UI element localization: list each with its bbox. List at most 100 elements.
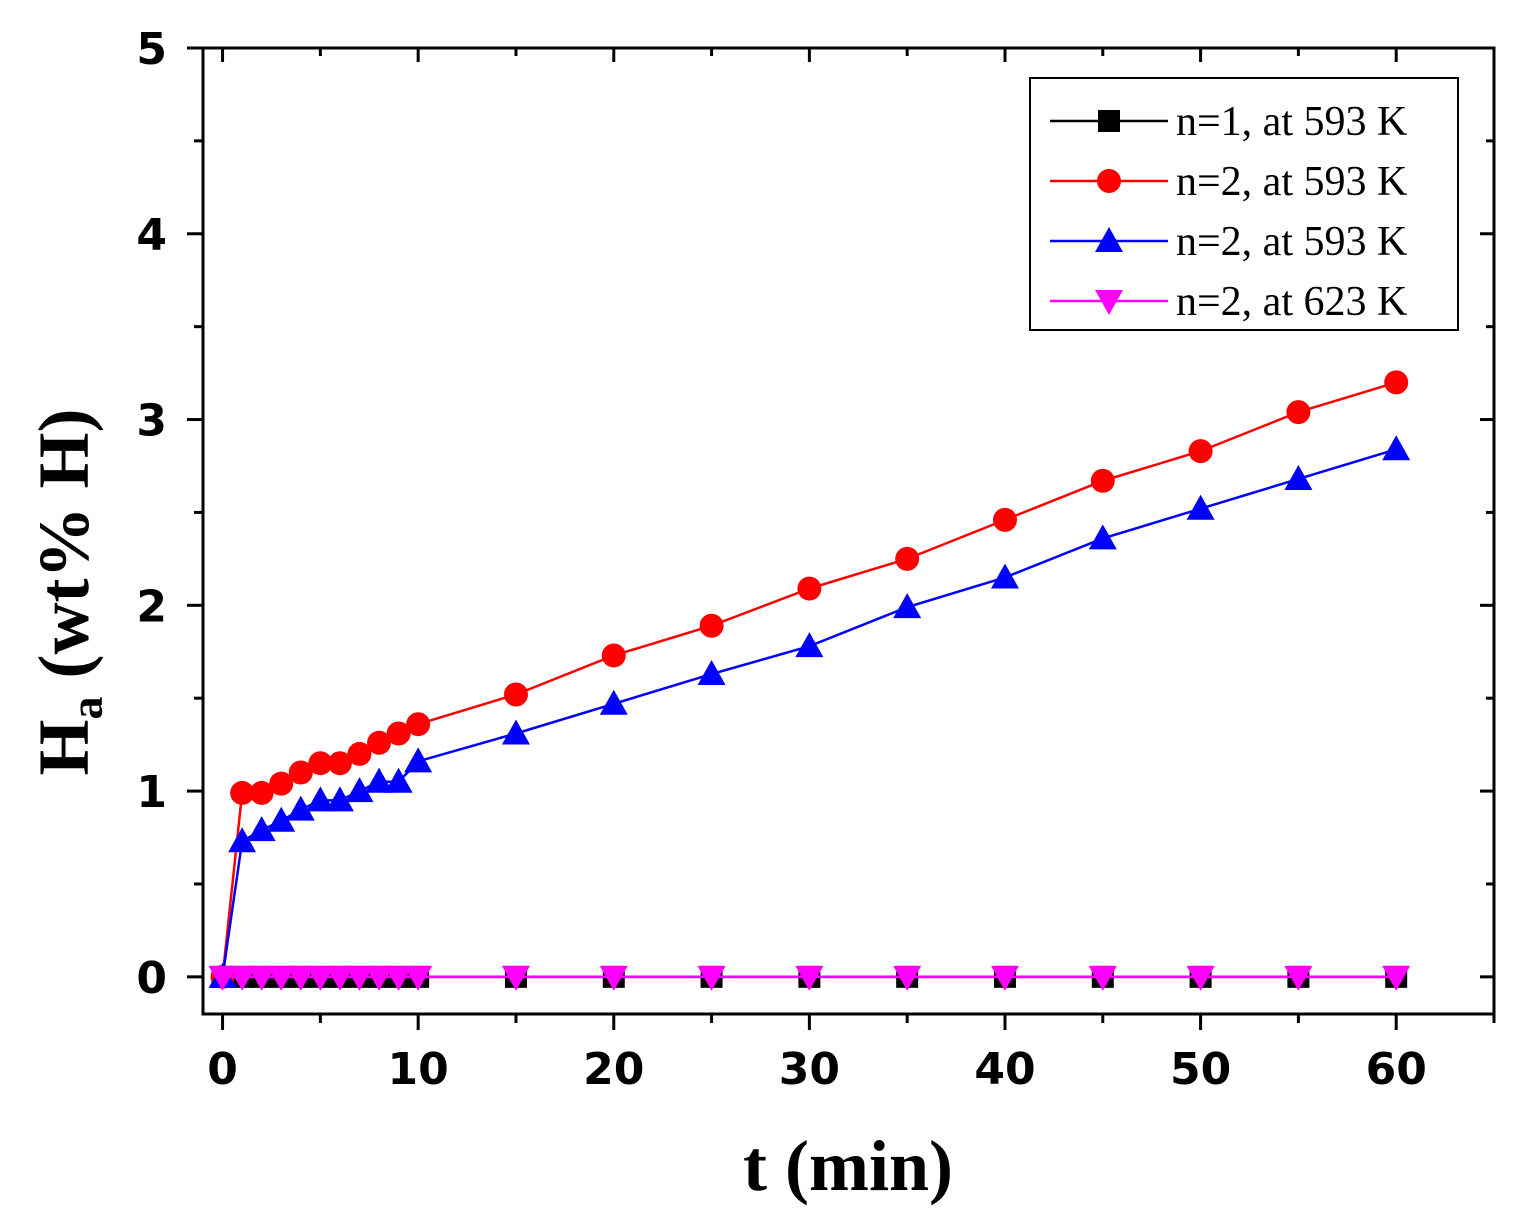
x-tick-label: 40: [974, 1044, 1035, 1095]
data-point: [1088, 524, 1117, 550]
data-point: [367, 730, 392, 755]
y-tick-label: 2: [136, 581, 167, 632]
data-point: [247, 965, 276, 991]
y-tick-label: 3: [136, 396, 167, 447]
data-point: [1384, 370, 1409, 395]
series-line: [221, 381, 1397, 977]
data-point: [992, 507, 1017, 532]
y-tick-label: 1: [136, 767, 167, 818]
legend-marker: [1098, 110, 1120, 132]
x-tick-label: 50: [1170, 1044, 1231, 1095]
data-point: [384, 965, 413, 991]
data-point: [893, 965, 922, 991]
data-point: [501, 719, 530, 745]
series-line: [221, 448, 1397, 978]
legend-marker: [1095, 227, 1123, 252]
data-point: [795, 965, 824, 991]
data-point: [327, 751, 352, 776]
legend-label: n=2, at 623 K: [1176, 279, 1407, 325]
data-point: [345, 965, 374, 991]
data-point: [1284, 965, 1313, 991]
x-tick-label: 60: [1366, 1044, 1427, 1095]
data-point: [267, 806, 296, 832]
axis-tick-labels: 0 10 20 30 40 50 60 0 1 2 3 4 5: [136, 24, 1426, 1095]
data-point: [230, 780, 255, 805]
legend-entry: n=1, at 593 K: [1050, 99, 1407, 145]
data-point: [1382, 435, 1411, 461]
data-point: [797, 576, 822, 601]
data-point: [286, 795, 315, 821]
legend-entry: n=2, at 623 K: [1050, 279, 1407, 325]
legend-label: n=2, at 593 K: [1176, 159, 1407, 205]
x-tick-label: 20: [583, 1044, 644, 1095]
x-tick-label: 10: [388, 1044, 449, 1095]
data-point: [1090, 468, 1115, 493]
data-point: [699, 613, 724, 638]
data-point: [503, 682, 528, 707]
x-axis-title: t (min): [743, 1126, 953, 1206]
data-point: [208, 965, 237, 991]
data-point: [384, 767, 413, 793]
data-point: [325, 786, 354, 812]
data-point: [1186, 494, 1215, 520]
y-axis-title-rest: (wt% H): [24, 409, 104, 697]
plot-frame: [201, 46, 1496, 1016]
x-tick-label: 30: [779, 1044, 840, 1095]
y-tick-label: 4: [136, 210, 167, 261]
data-point: [1286, 400, 1311, 425]
axis-ticks: [187, 46, 1496, 1030]
y-tick-label: 5: [136, 24, 167, 75]
data-point: [249, 780, 274, 805]
data-point: [406, 712, 431, 737]
series-3: [208, 965, 1411, 991]
legend-entry: n=2, at 593 K: [1050, 219, 1407, 265]
data-point: [365, 965, 394, 991]
data-point: [228, 965, 257, 991]
data-point: [365, 767, 394, 793]
data-point: [895, 546, 920, 571]
data-point: [697, 965, 726, 991]
data-point: [1188, 439, 1213, 464]
data-point: [228, 827, 257, 853]
y-axis-title-subscript: a: [61, 696, 112, 719]
data-point: [306, 965, 335, 991]
data-point: [501, 965, 530, 991]
data-point: [601, 643, 626, 668]
legend-label: n=1, at 593 K: [1176, 99, 1407, 145]
data-point: [1186, 965, 1215, 991]
data-point: [1088, 965, 1117, 991]
data-point: [347, 741, 372, 766]
data-point: [325, 965, 354, 991]
series-layer: [208, 370, 1411, 991]
legend-marker: [1095, 290, 1123, 315]
data-point: [345, 777, 374, 803]
data-point: [404, 747, 433, 773]
x-tick-label: 0: [207, 1044, 238, 1095]
data-point: [893, 593, 922, 619]
legend: n=1, at 593 K n=2, at 593 K n=2, at 593 K n…: [1029, 77, 1459, 331]
data-point: [1382, 965, 1411, 991]
data-point: [795, 632, 824, 658]
data-point: [404, 965, 433, 991]
series-1: [210, 370, 1409, 989]
legend-label: n=2, at 593 K: [1176, 219, 1407, 265]
y-axis-title: Ha (wt% H): [24, 409, 112, 776]
data-point: [990, 965, 1019, 991]
legend-marker: [1097, 169, 1121, 193]
data-point: [697, 660, 726, 686]
data-point: [386, 721, 411, 746]
data-point: [267, 965, 296, 991]
data-point: [308, 751, 333, 776]
data-point: [286, 965, 315, 991]
y-tick-label: 0: [136, 953, 167, 1004]
data-point: [247, 816, 276, 842]
data-point: [990, 563, 1019, 589]
data-point: [1284, 464, 1313, 490]
data-point: [269, 771, 294, 796]
series-2: [208, 435, 1411, 988]
data-point: [599, 689, 628, 715]
data-point: [306, 786, 335, 812]
data-point: [599, 965, 628, 991]
y-axis-title-main: H: [24, 719, 104, 775]
